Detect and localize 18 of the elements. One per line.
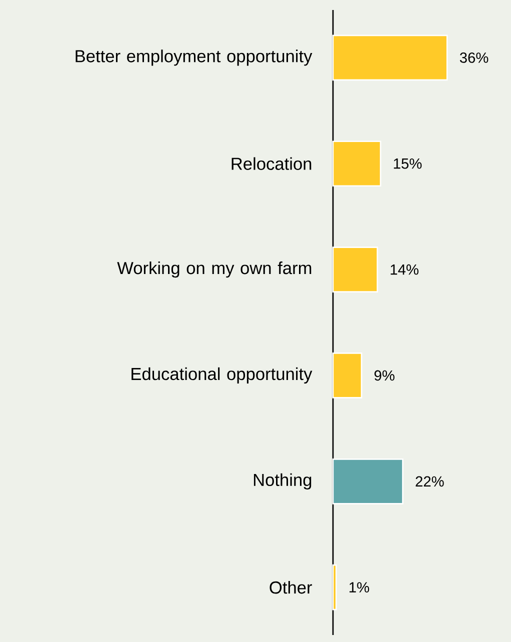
- y-tick-label: Better employment opportunity: [76, 50, 312, 66]
- data-label: 1%: [350, 582, 370, 592]
- y-tick-label: Working on my own farm: [117, 261, 312, 278]
- data-label: 9%: [374, 370, 394, 381]
- bar: [332, 246, 378, 292]
- data-label: 22%: [416, 476, 444, 487]
- bar: [332, 140, 382, 187]
- data-label: 15%: [394, 158, 422, 169]
- bar: [332, 458, 404, 504]
- bar: [332, 564, 337, 610]
- bar: [332, 34, 448, 81]
- y-tick-label: Educational opportunity: [132, 367, 312, 384]
- y-tick-label: Nothing: [254, 473, 312, 490]
- y-tick-label: Other: [270, 580, 312, 594]
- y-tick-label: Relocation: [232, 157, 312, 170]
- data-label: 14%: [390, 264, 418, 275]
- bar: [332, 352, 362, 398]
- data-label: 36%: [460, 52, 488, 63]
